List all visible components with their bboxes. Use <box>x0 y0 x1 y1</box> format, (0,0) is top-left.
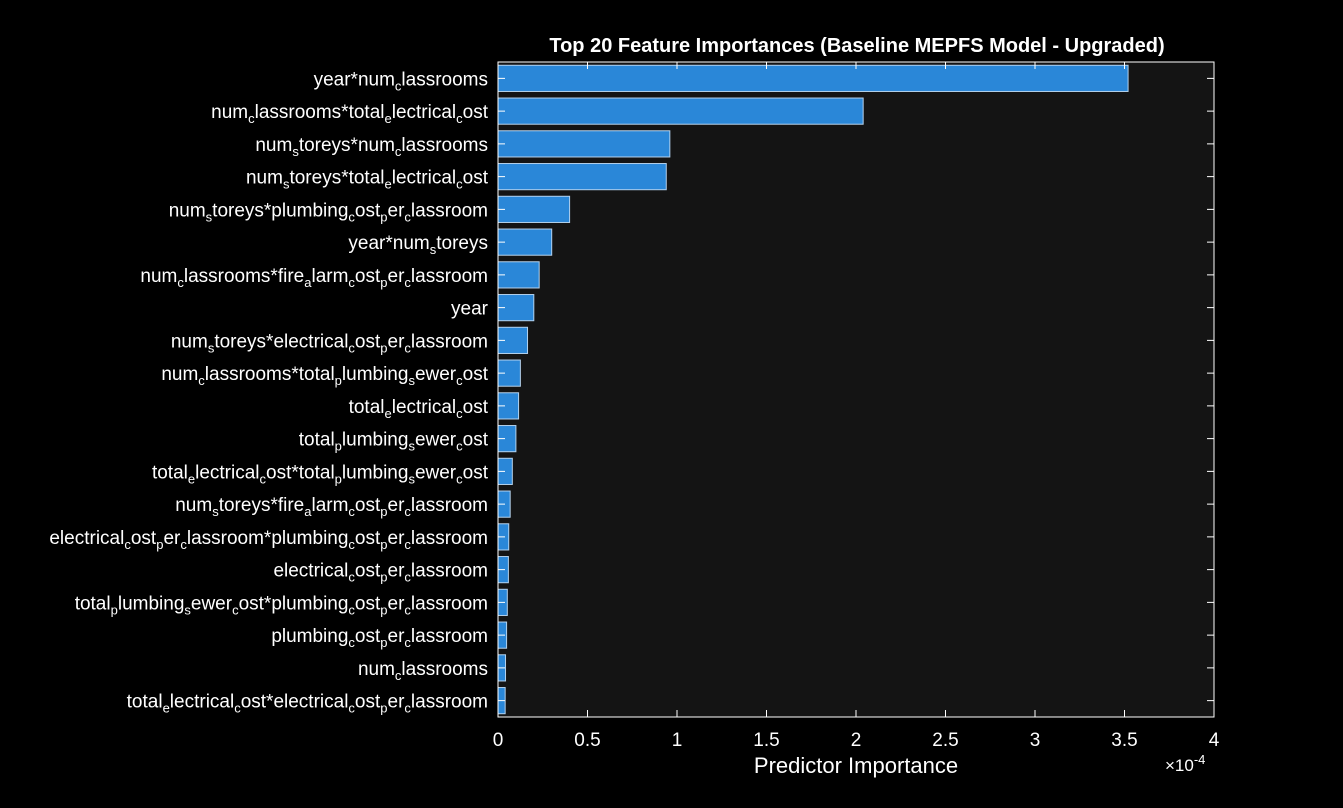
bar <box>497 195 571 223</box>
category-label: year <box>451 299 489 320</box>
category-label: numstoreys*firealarmcostperclassroom <box>175 495 488 519</box>
bar <box>497 64 1129 92</box>
x-tick-label: 1 <box>672 730 683 751</box>
x-tick-label: 2.5 <box>932 730 958 751</box>
category-label: year*numclassrooms <box>314 69 488 93</box>
bar <box>497 97 864 125</box>
category-label: totalplumbingsewercost <box>299 430 489 454</box>
category-label: numstoreys*numclassrooms <box>255 135 488 159</box>
x-axis-exponent-power: -4 <box>1194 752 1206 767</box>
x-tick-label: 3 <box>1030 730 1041 751</box>
category-label: electricalcostperclassroom <box>273 561 488 585</box>
category-label: electricalcostperclassroom*plumbingcostp… <box>49 528 488 552</box>
axes-layer: 0 0.5 1 1.5 2 2.5 3 3.5 4 <box>493 61 1220 751</box>
category-labels: year*numclassrooms numclassrooms*totalele… <box>49 69 488 715</box>
plot-area <box>498 62 1214 717</box>
category-label: numclassrooms*totalelectricalcost <box>211 102 489 126</box>
category-label: numstoreys*electricalcostperclassroom <box>171 331 488 355</box>
chart-title: Top 20 Feature Importances (Baseline MEP… <box>549 35 1164 57</box>
category-label: plumbingcostperclassroom <box>271 626 488 650</box>
category-label: totalelectricalcost <box>349 397 489 421</box>
category-label: numclassrooms*firealarmcostperclassroom <box>140 266 488 290</box>
category-label: totalelectricalcost*totalplumbingsewerco… <box>152 462 489 486</box>
x-axis-label: Predictor Importance <box>754 753 958 778</box>
x-tick-label: 0.5 <box>574 730 600 751</box>
x-axis-exponent: ×10-4 <box>1165 752 1205 775</box>
category-label: totalplumbingsewercost*plumbingcostpercl… <box>75 593 488 617</box>
x-axis-exponent-base: ×10 <box>1165 756 1194 775</box>
bar <box>497 228 553 256</box>
category-label: numstoreys*totalelectricalcost <box>246 168 489 192</box>
bar <box>497 163 667 191</box>
category-label: totalelectricalcost*electricalcostpercla… <box>127 692 488 716</box>
x-tick-label: 2 <box>851 730 862 751</box>
category-label: numclassrooms <box>358 659 488 683</box>
bar <box>497 130 671 158</box>
category-label: numstoreys*plumbingcostperclassroom <box>169 200 488 224</box>
x-tick-label: 0 <box>493 730 504 751</box>
x-tick-label: 4 <box>1209 730 1220 751</box>
category-label: numclassrooms*totalplumbingsewercost <box>161 364 488 388</box>
x-tick-label: 3.5 <box>1111 730 1137 751</box>
x-tick-label: 1.5 <box>753 730 779 751</box>
bars-layer <box>497 64 1129 715</box>
category-label: year*numstoreys <box>348 233 488 257</box>
